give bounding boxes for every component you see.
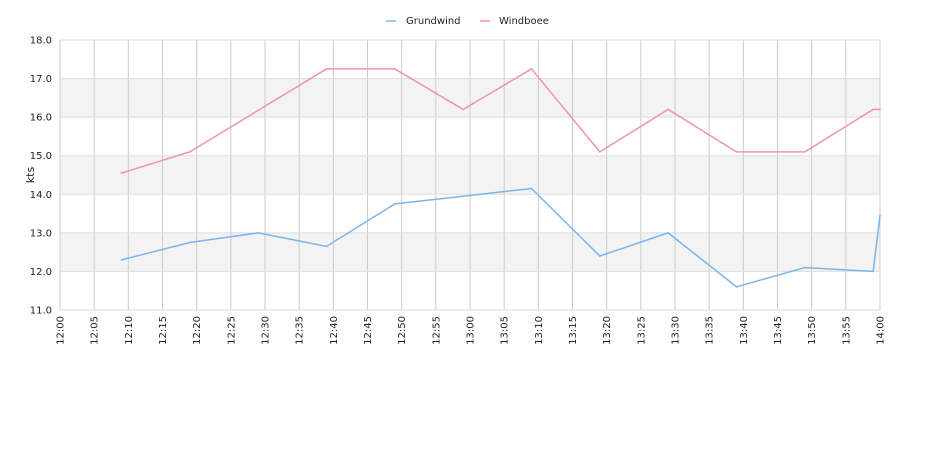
x-tick-label: 13:25 xyxy=(636,316,647,345)
data-point xyxy=(872,270,875,273)
data-point xyxy=(325,245,328,248)
x-tick-label: 12:00 xyxy=(56,316,67,345)
data-point xyxy=(530,68,533,70)
x-tick-label: 12:40 xyxy=(329,316,340,345)
data-point xyxy=(735,150,738,153)
x-axis-tick-labels: 12:00 12:05 12:10 12:15 12:20 12:25 12:30 12:35… xyxy=(56,316,887,345)
series-lines xyxy=(120,68,881,288)
x-tick-label: 13:55 xyxy=(841,316,852,345)
data-point xyxy=(872,108,875,111)
data-point xyxy=(735,285,738,288)
x-tick-label: 12:15 xyxy=(158,316,169,345)
data-point xyxy=(530,187,533,190)
y-tick-label: 17.0 xyxy=(30,74,52,85)
data-point xyxy=(879,108,881,111)
y-tick-label: 11.0 xyxy=(30,306,52,317)
data-point xyxy=(598,150,601,153)
x-tick-label: 12:10 xyxy=(124,316,135,345)
x-tick-label: 13:30 xyxy=(671,316,682,345)
y-tick-label: 12.0 xyxy=(30,267,52,278)
x-tick-label: 13:10 xyxy=(534,316,545,345)
x-tick-label: 13:40 xyxy=(739,316,750,345)
x-tick-label: 13:00 xyxy=(466,316,477,345)
x-tick-label: 13:45 xyxy=(773,316,784,345)
data-point xyxy=(879,214,881,217)
data-point xyxy=(803,150,806,153)
x-tick-label: 13:05 xyxy=(500,316,511,345)
data-point xyxy=(667,108,670,111)
data-point xyxy=(120,172,123,174)
data-point xyxy=(257,231,260,234)
x-tick-label: 13:35 xyxy=(705,316,716,345)
x-tick-label: 13:15 xyxy=(568,316,579,345)
data-point xyxy=(325,68,328,70)
legend-label: Grundwind xyxy=(406,16,461,27)
y-tick-label: 18.0 xyxy=(30,36,52,47)
y-tick-label: 16.0 xyxy=(30,113,52,124)
x-tick-label: 12:55 xyxy=(431,316,442,345)
data-point xyxy=(393,68,396,70)
legend-item-grundwind[interactable]: Grundwind xyxy=(386,16,461,27)
legend[interactable]: Grundwind Windboee xyxy=(386,16,549,27)
data-point xyxy=(803,266,806,269)
x-tick-label: 12:50 xyxy=(397,316,408,345)
y-tick-label: 14.0 xyxy=(30,190,52,201)
data-point xyxy=(188,241,191,244)
data-point xyxy=(667,231,670,234)
horizontal-gridlines xyxy=(60,39,880,311)
data-point xyxy=(598,255,601,257)
data-point xyxy=(393,203,396,205)
x-tick-label: 12:20 xyxy=(192,316,203,345)
data-point xyxy=(462,108,465,111)
x-tick-label: 12:45 xyxy=(363,316,374,345)
legend-label: Windboee xyxy=(499,16,549,27)
x-tick-label: 13:20 xyxy=(602,316,613,345)
y-axis-label: kts xyxy=(24,167,37,184)
legend-item-windboee[interactable]: Windboee xyxy=(480,16,549,27)
x-tick-label: 14:00 xyxy=(876,316,887,345)
data-point xyxy=(188,150,191,153)
y-tick-label: 15.0 xyxy=(30,151,52,162)
x-tick-label: 12:35 xyxy=(295,316,306,345)
x-tick-label: 12:30 xyxy=(261,316,272,345)
series-line-windboee xyxy=(121,68,880,174)
x-tick-label: 12:05 xyxy=(90,316,101,345)
data-point xyxy=(462,195,465,198)
y-tick-label: 13.0 xyxy=(30,228,52,239)
x-tick-label: 13:50 xyxy=(807,316,818,345)
data-point xyxy=(120,258,123,261)
x-tick-label: 12:25 xyxy=(226,316,237,345)
y-axis-tick-labels: 11.0 12.0 13.0 14.0 15.0 16.0 17.0 18.0 xyxy=(30,36,52,317)
